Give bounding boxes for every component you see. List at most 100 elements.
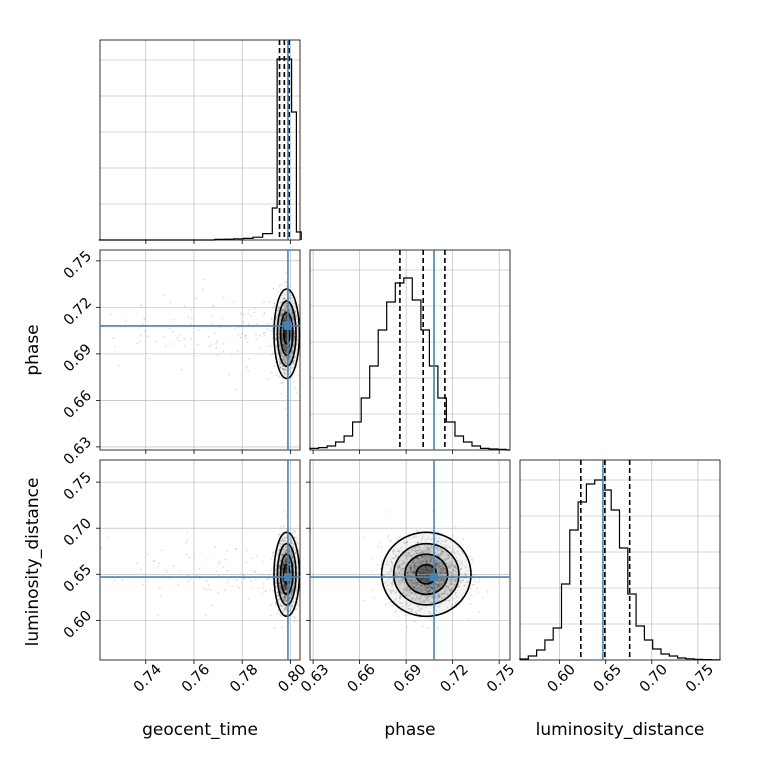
sample-point (468, 597, 471, 600)
sample-point (283, 587, 286, 590)
sample-point (426, 595, 428, 597)
sample-point (450, 579, 453, 582)
sample-point (438, 584, 441, 587)
sample-point (288, 297, 291, 299)
sample-point (416, 542, 419, 545)
sample-point (211, 604, 213, 607)
sample-point (293, 570, 296, 573)
sample-point (290, 335, 293, 338)
sample-point (275, 338, 277, 341)
panel-frame-luminosity_distance-vs-phase (309, 459, 511, 661)
sample-point (445, 544, 448, 546)
sample-point (245, 366, 248, 369)
sample-point (415, 557, 418, 559)
sample-point (290, 592, 293, 595)
sample-point (426, 577, 428, 580)
sample-point (292, 529, 295, 532)
sample-point (284, 318, 287, 321)
sample-point (393, 611, 396, 614)
sample-point (234, 547, 237, 550)
sample-point (394, 572, 397, 575)
sample-point (277, 307, 280, 310)
sample-point (456, 550, 459, 553)
sample-point (384, 603, 387, 605)
sample-point (282, 605, 284, 607)
sample-point (428, 551, 431, 553)
sample-point (279, 603, 281, 606)
sample-point (292, 589, 294, 592)
sample-point (423, 595, 426, 598)
sample-point (279, 367, 281, 369)
sample-point (412, 582, 415, 585)
sample-point (384, 581, 387, 584)
sample-point (402, 567, 405, 570)
sample-point (296, 590, 298, 592)
sample-point (282, 346, 285, 348)
sample-point (437, 584, 439, 587)
sample-point (280, 591, 283, 593)
sample-point (403, 542, 405, 544)
sample-point (284, 350, 287, 353)
sample-point (254, 570, 257, 572)
sample-point (284, 361, 287, 363)
sample-point (280, 605, 283, 608)
sample-point (458, 585, 461, 588)
x-tick-label-phase: 0.66 (345, 662, 379, 696)
sample-point (282, 584, 284, 586)
sample-point (446, 585, 449, 588)
sample-point (264, 332, 266, 334)
sample-point (437, 594, 440, 597)
sample-point (420, 541, 423, 544)
sample-point (245, 561, 248, 564)
sample-point (419, 561, 422, 564)
sample-point (412, 571, 414, 574)
sample-point (291, 590, 293, 593)
sample-point (211, 305, 214, 308)
sample-point (421, 555, 423, 558)
sample-point (295, 537, 297, 539)
sample-point (285, 333, 287, 335)
sample-point (283, 583, 285, 585)
sample-point (397, 538, 399, 541)
sample-point (411, 585, 414, 587)
sample-point (389, 590, 392, 593)
sample-point (283, 343, 286, 346)
sample-point (406, 571, 409, 574)
sample-point (284, 607, 287, 609)
sample-point (420, 562, 423, 565)
sample-point (281, 553, 283, 556)
sample-point (293, 359, 295, 362)
sample-point (288, 536, 291, 539)
sample-point (442, 567, 445, 570)
sample-point (282, 297, 284, 300)
sample-point (262, 314, 265, 316)
sample-point (282, 530, 285, 533)
sample-point (426, 546, 429, 549)
sample-point (290, 540, 293, 543)
sample-point (421, 585, 424, 588)
sample-point (284, 317, 287, 320)
sample-point (294, 310, 297, 313)
sample-point (290, 593, 293, 596)
sample-point (442, 577, 444, 580)
sample-point (262, 332, 265, 335)
sample-point (442, 571, 444, 574)
sample-point (284, 588, 287, 591)
sample-point (440, 568, 443, 570)
sample-point (441, 554, 444, 557)
sample-point (284, 355, 286, 358)
sample-point (400, 602, 403, 605)
sample-point (387, 534, 390, 537)
sample-point (425, 588, 427, 591)
sample-point (253, 311, 256, 314)
sample-point (413, 565, 416, 568)
sample-point (426, 579, 429, 582)
sample-point (281, 605, 283, 607)
sample-point (417, 590, 419, 593)
sample-point (426, 549, 429, 552)
sample-point (284, 329, 287, 332)
sample-point (292, 584, 295, 587)
sample-point (413, 564, 416, 567)
sample-point (430, 563, 433, 566)
sample-point (437, 595, 440, 597)
